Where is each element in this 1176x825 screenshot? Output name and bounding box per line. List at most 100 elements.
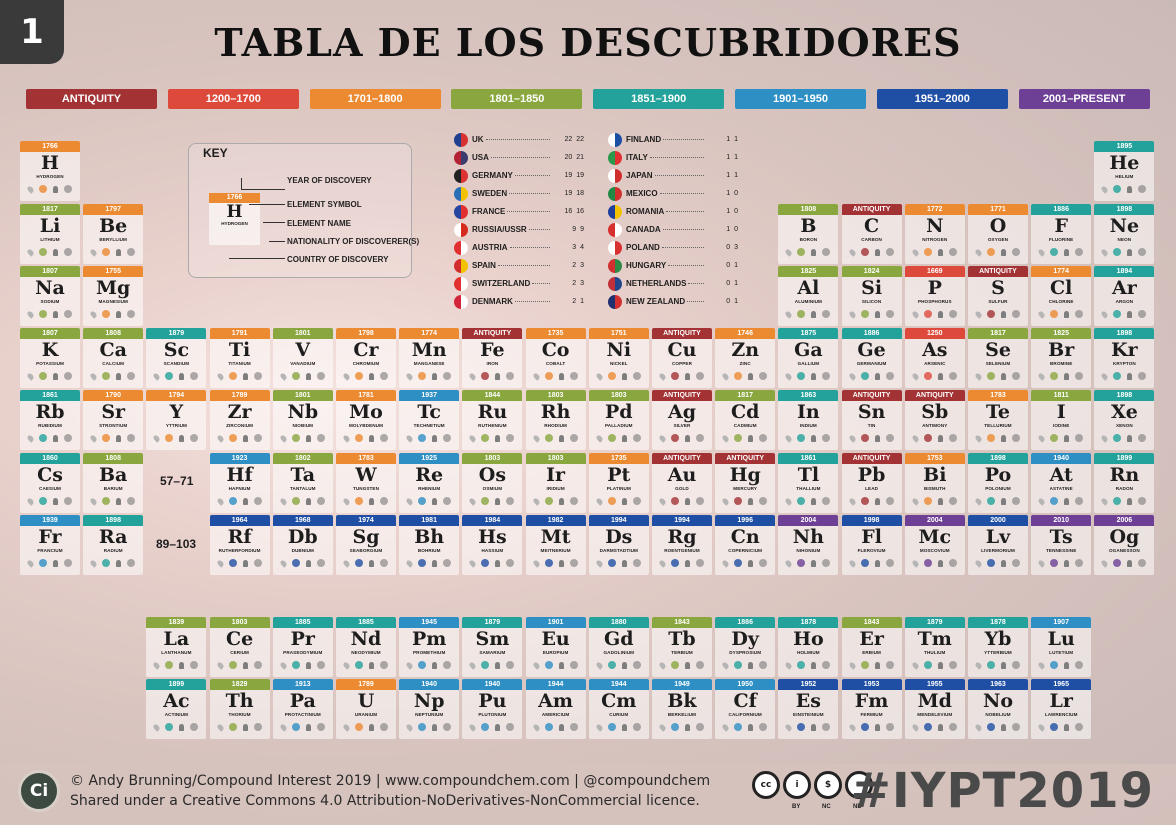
element-ga: 1875 Ga GALLIUM [778, 328, 839, 388]
element-dy: 1886 Dy DYSPROSIUM [715, 617, 776, 677]
country-flag-icon [608, 258, 622, 273]
nationality-icons [462, 660, 522, 670]
element-name: CALCIUM [102, 361, 125, 366]
discovery-year: 1746 [715, 328, 776, 339]
element-symbol: Fm [854, 690, 889, 712]
element-ir: 1803 Ir IRIDIUM [525, 453, 586, 513]
person-icon [1001, 372, 1006, 380]
element-symbol: Rn [1109, 464, 1140, 486]
discovery-year: 1963 [968, 679, 1028, 690]
key-label-symbol: ELEMENT SYMBOL [287, 200, 362, 209]
country-counts: 0 1 [726, 280, 738, 287]
location-pin-icon [847, 496, 857, 506]
country-flag-icon [608, 132, 622, 147]
location-pin-icon [531, 660, 541, 670]
element-name: DUBNIUM [291, 548, 314, 553]
element-name: SULFUR [988, 299, 1008, 304]
flag-icon [418, 723, 427, 731]
flag-icon [190, 372, 199, 380]
flag-icon [607, 723, 616, 731]
element-name: THULIUM [924, 650, 946, 655]
discovery-year: 1885 [272, 617, 333, 628]
location-pin-icon [1100, 558, 1110, 568]
flag-icon [127, 497, 136, 505]
flag-icon [696, 661, 704, 669]
person-icon [53, 559, 58, 567]
discovery-year: 1790 [83, 390, 144, 401]
country-name: POLAND [626, 243, 660, 252]
flag-icon [1075, 372, 1084, 380]
flag-icon [696, 497, 704, 505]
flag-icon [632, 559, 641, 567]
element-hf: 1923 Hf HAFNIUM [209, 453, 270, 513]
element-name: AMERICIUM [541, 712, 570, 717]
country-name: GERMANY [472, 171, 513, 180]
person-icon [495, 497, 501, 505]
element-name: LAWRENCIUM [1044, 712, 1078, 717]
element-ca: 1808 Ca CALCIUM [83, 328, 144, 388]
flag-icon [797, 372, 806, 380]
person-icon [1001, 559, 1006, 567]
person-icon [1127, 310, 1133, 318]
nationality-icons [652, 722, 712, 732]
element-no: 1963 No NOBELIUM [968, 679, 1028, 739]
location-pin-icon [89, 247, 98, 257]
element-ho: 1878 Ho HOLMIUM [778, 617, 839, 677]
element-symbol: Fr [38, 526, 62, 548]
element-name: NOBELIUM [985, 712, 1011, 717]
flag-icon [291, 723, 300, 731]
nationality-icons [273, 722, 333, 732]
element-rf: 1964 Rf RUTHERFORDIUM [209, 515, 270, 575]
person-icon [748, 661, 754, 669]
element-symbol: I [1056, 401, 1066, 423]
person-icon [937, 434, 943, 442]
person-icon [685, 372, 690, 380]
flag-icon [418, 497, 427, 505]
element-bk: 1949 Bk BERKELIUM [652, 679, 712, 739]
person-icon [685, 559, 690, 567]
element-gd: 1880 Gd GADOLINIUM [588, 617, 649, 677]
element-name: HOLMIUM [797, 650, 820, 655]
country-row: RUSSIA/USSR 9 9 [454, 221, 584, 238]
flag-icon [759, 434, 768, 442]
location-pin-icon [26, 247, 35, 257]
person-icon [621, 559, 627, 567]
nationality-icons [652, 496, 712, 506]
element-name: HYDROGEN [36, 174, 64, 179]
nationality-icons [905, 660, 965, 670]
flag-icon [544, 434, 553, 442]
discovery-year: ANTIQUITY [841, 390, 902, 401]
key-panel: KEY 1766 H HYDROGEN YEAR OF DISCOVERY EL… [188, 143, 419, 278]
element-name: GERMANIUM [856, 361, 887, 366]
key-year: 1766 [209, 193, 260, 203]
flag-icon [253, 434, 262, 442]
discovery-year: 1817 [20, 204, 80, 215]
flag-icon [1113, 310, 1122, 318]
flag-icon [291, 661, 300, 669]
person-icon [1127, 434, 1133, 442]
person-icon [432, 661, 438, 669]
person-icon [937, 723, 943, 731]
flag-icon [64, 185, 72, 193]
element-tm: 1879 Tm THULIUM [904, 617, 965, 677]
element-name: GOLD [675, 486, 689, 491]
element-na: 1807 Na SODIUM [20, 266, 80, 326]
nationality-icons [399, 496, 459, 506]
location-pin-icon [89, 309, 98, 319]
element-name: ANTIMONY [922, 423, 948, 428]
element-pb: ANTIQUITY Pb LEAD [841, 453, 902, 513]
discovery-year: ANTIQUITY [715, 453, 776, 464]
flag-icon [860, 372, 869, 380]
person-icon [242, 723, 248, 731]
person-icon [1064, 723, 1070, 731]
location-pin-icon [974, 558, 983, 568]
element-name: KRYPTON [1112, 361, 1136, 366]
element-symbol: Cs [37, 464, 63, 486]
element-name: PLATINUM [606, 486, 631, 491]
country-flag-icon [608, 222, 622, 237]
nationality-icons [1031, 660, 1091, 670]
element-symbol: O [989, 215, 1007, 237]
discovery-year: 1797 [83, 204, 144, 215]
discovery-year: 1955 [904, 679, 965, 690]
element-sg: 1974 Sg SEABORGIUM [336, 515, 396, 575]
